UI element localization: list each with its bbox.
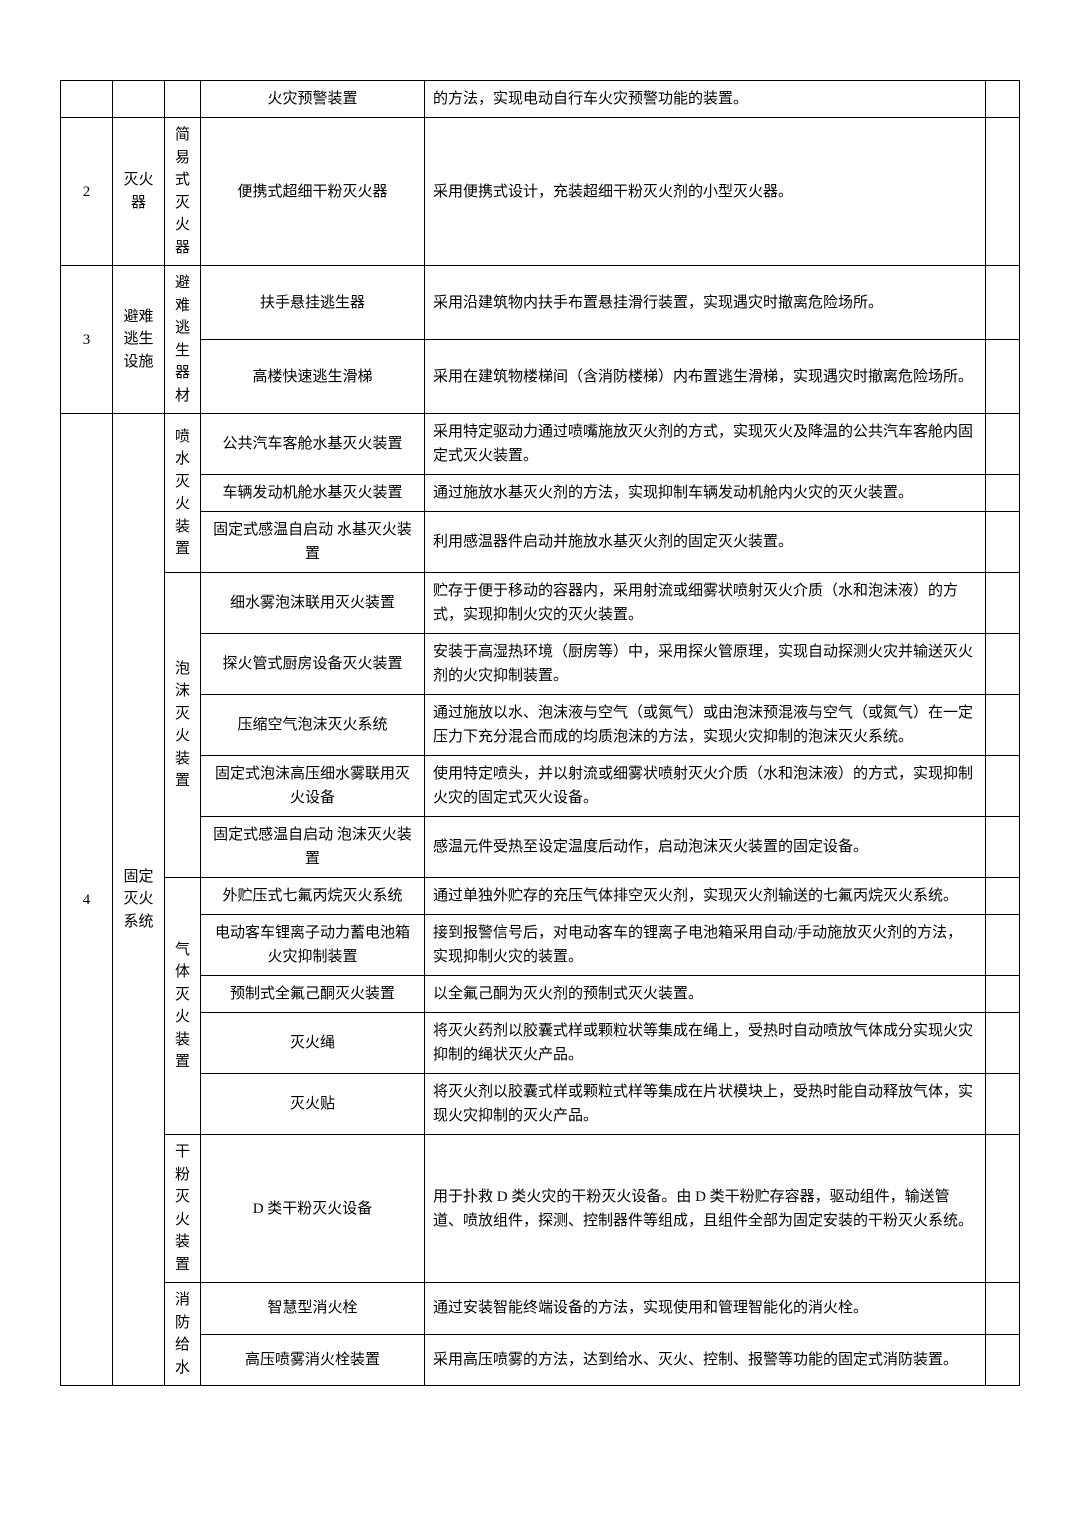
table-row: 2 灭火器 简易式灭火器 便携式超细干粉灭火器 采用便携式设计，充装超细干粉灭火… [61,118,1020,266]
cell-name: 电动客车锂离子动力蓄电池箱火灾抑制装置 [201,915,425,976]
cell-cat1 [113,81,165,118]
table-row: 干粉灭火装置 D 类干粉灭火设备 用于扑救 D 类火灾的干粉灭火设备。由 D 类… [61,1135,1020,1283]
table-row: 高楼快速逃生滑梯 采用在建筑物楼梯间（含消防楼梯）内布置逃生滑梯，实现遇灾时撤离… [61,340,1020,414]
cell-name: 探火管式厨房设备灭火装置 [201,634,425,695]
cell-cat2: 简易式灭火器 [165,118,201,266]
cell-cat2: 泡沫灭火装置 [165,573,201,878]
cell-name: 便携式超细干粉灭火器 [201,118,425,266]
cell-extra [986,1334,1020,1386]
cell-name: 车辆发动机舱水基灭火装置 [201,475,425,512]
cell-extra [986,915,1020,976]
cell-desc: 以全氟己酮为灭火剂的预制式灭火装置。 [425,976,986,1013]
cell-desc: 采用在建筑物楼梯间（含消防楼梯）内布置逃生滑梯，实现遇灾时撤离危险场所。 [425,340,986,414]
cell-name: 固定式感温自启动 水基灭火装置 [201,512,425,573]
cell-name: 高压喷雾消火栓装置 [201,1334,425,1386]
cell-extra [986,1283,1020,1335]
table-row: 4 固定灭火系统 喷水灭火装置 公共汽车客舱水基灭火装置 采用特定驱动力通过喷嘴… [61,414,1020,475]
cell-extra [986,1013,1020,1074]
cell-desc: 通过安装智能终端设备的方法，实现使用和管理智能化的消火栓。 [425,1283,986,1335]
cell-desc: 通过施放以水、泡沫液与空气（或氮气）或由泡沫预混液与空气（或氮气）在一定压力下充… [425,695,986,756]
table-row: 灭火贴 将灭火剂以胶囊式样或颗粒式样等集成在片状模块上，受热时能自动释放气体，实… [61,1074,1020,1135]
cell-name: 高楼快速逃生滑梯 [201,340,425,414]
cell-extra [986,81,1020,118]
cell-desc: 利用感温器件启动并施放水基灭火剂的固定灭火装置。 [425,512,986,573]
table-row: 预制式全氟己酮灭火装置 以全氟己酮为灭火剂的预制式灭火装置。 [61,976,1020,1013]
cell-name: 固定式泡沫高压细水雾联用灭火设备 [201,756,425,817]
cell-extra [986,695,1020,756]
cell-desc: 安装于高湿热环境（厨房等）中，采用探火管原理，实现自动探测火灾并输送灭火剂的火灾… [425,634,986,695]
cell-desc: 采用高压喷雾的方法，达到给水、灭火、控制、报警等功能的固定式消防装置。 [425,1334,986,1386]
table-row: 探火管式厨房设备灭火装置 安装于高湿热环境（厨房等）中，采用探火管原理，实现自动… [61,634,1020,695]
cell-name: 公共汽车客舱水基灭火装置 [201,414,425,475]
cell-cat2 [165,81,201,118]
cell-num: 3 [61,266,113,414]
table-row: 泡沫灭火装置 细水雾泡沫联用灭火装置 贮存于便于移动的容器内，采用射流或细雾状喷… [61,573,1020,634]
cell-cat2: 消防给水 [165,1283,201,1386]
cell-name: 固定式感温自启动 泡沫灭火装置 [201,817,425,878]
cell-extra [986,976,1020,1013]
table-row: 3 避难逃生设施 避难逃生器材 扶手悬挂逃生器 采用沿建筑物内扶手布置悬挂滑行装… [61,266,1020,340]
cell-cat2: 气体灭火装置 [165,878,201,1135]
table-row: 火灾预警装置 的方法，实现电动自行车火灾预警功能的装置。 [61,81,1020,118]
cell-cat2: 避难逃生器材 [165,266,201,414]
cell-cat2: 喷水灭火装置 [165,414,201,573]
cell-num: 2 [61,118,113,266]
cell-extra [986,817,1020,878]
cell-cat1: 灭火器 [113,118,165,266]
cell-desc: 采用沿建筑物内扶手布置悬挂滑行装置，实现遇灾时撤离危险场所。 [425,266,986,340]
cell-desc: 采用便携式设计，充装超细干粉灭火剂的小型灭火器。 [425,118,986,266]
cell-extra [986,1074,1020,1135]
cell-extra [986,512,1020,573]
cell-desc: 接到报警信号后，对电动客车的锂离子电池箱采用自动/手动施放灭火剂的方法，实现抑制… [425,915,986,976]
cell-desc: 感温元件受热至设定温度后动作，启动泡沫灭火装置的固定设备。 [425,817,986,878]
cell-extra [986,1135,1020,1283]
cell-desc: 通过单独外贮存的充压气体排空灭火剂，实现灭火剂输送的七氟丙烷灭火系统。 [425,878,986,915]
cell-extra [986,573,1020,634]
table-row: 固定式感温自启动 泡沫灭火装置 感温元件受热至设定温度后动作，启动泡沫灭火装置的… [61,817,1020,878]
cell-desc: 采用特定驱动力通过喷嘴施放灭火剂的方式，实现灭火及降温的公共汽车客舱内固定式灭火… [425,414,986,475]
cell-name: D 类干粉灭火设备 [201,1135,425,1283]
cell-extra [986,118,1020,266]
cell-name: 细水雾泡沫联用灭火装置 [201,573,425,634]
table-row: 固定式感温自启动 水基灭火装置 利用感温器件启动并施放水基灭火剂的固定灭火装置。 [61,512,1020,573]
table-row: 压缩空气泡沫灭火系统 通过施放以水、泡沫液与空气（或氮气）或由泡沫预混液与空气（… [61,695,1020,756]
table-row: 气体灭火装置 外贮压式七氟丙烷灭火系统 通过单独外贮存的充压气体排空灭火剂，实现… [61,878,1020,915]
cell-name: 外贮压式七氟丙烷灭火系统 [201,878,425,915]
cell-cat2: 干粉灭火装置 [165,1135,201,1283]
table-row: 车辆发动机舱水基灭火装置 通过施放水基灭火剂的方法，实现抑制车辆发动机舱内火灾的… [61,475,1020,512]
table-row: 固定式泡沫高压细水雾联用灭火设备 使用特定喷头，并以射流或细雾状喷射灭火介质（水… [61,756,1020,817]
fire-equipment-table: 火灾预警装置 的方法，实现电动自行车火灾预警功能的装置。 2 灭火器 简易式灭火… [60,80,1020,1386]
cell-name: 火灾预警装置 [201,81,425,118]
cell-name: 预制式全氟己酮灭火装置 [201,976,425,1013]
cell-desc: 用于扑救 D 类火灾的干粉灭火设备。由 D 类干粉贮存容器，驱动组件，输送管道、… [425,1135,986,1283]
cell-desc: 使用特定喷头，并以射流或细雾状喷射灭火介质（水和泡沫液）的方式，实现抑制火灾的固… [425,756,986,817]
table-row: 电动客车锂离子动力蓄电池箱火灾抑制装置 接到报警信号后，对电动客车的锂离子电池箱… [61,915,1020,976]
cell-cat1: 固定灭火系统 [113,414,165,1386]
cell-extra [986,878,1020,915]
cell-extra [986,266,1020,340]
cell-name: 智慧型消火栓 [201,1283,425,1335]
cell-desc: 将灭火剂以胶囊式样或颗粒式样等集成在片状模块上，受热时能自动释放气体，实现火灾抑… [425,1074,986,1135]
cell-name: 灭火贴 [201,1074,425,1135]
cell-desc: 贮存于便于移动的容器内，采用射流或细雾状喷射灭火介质（水和泡沫液）的方式，实现抑… [425,573,986,634]
cell-desc: 将灭火药剂以胶囊式样或颗粒状等集成在绳上，受热时自动喷放气体成分实现火灾抑制的绳… [425,1013,986,1074]
cell-extra [986,634,1020,695]
cell-extra [986,414,1020,475]
cell-extra [986,340,1020,414]
cell-name: 扶手悬挂逃生器 [201,266,425,340]
cell-num [61,81,113,118]
cell-name: 压缩空气泡沫灭火系统 [201,695,425,756]
cell-extra [986,475,1020,512]
cell-desc: 的方法，实现电动自行车火灾预警功能的装置。 [425,81,986,118]
cell-extra [986,756,1020,817]
cell-desc: 通过施放水基灭火剂的方法，实现抑制车辆发动机舱内火灾的灭火装置。 [425,475,986,512]
cell-name: 灭火绳 [201,1013,425,1074]
table-row: 高压喷雾消火栓装置 采用高压喷雾的方法，达到给水、灭火、控制、报警等功能的固定式… [61,1334,1020,1386]
cell-cat1: 避难逃生设施 [113,266,165,414]
table-row: 灭火绳 将灭火药剂以胶囊式样或颗粒状等集成在绳上，受热时自动喷放气体成分实现火灾… [61,1013,1020,1074]
cell-num: 4 [61,414,113,1386]
table-row: 消防给水 智慧型消火栓 通过安装智能终端设备的方法，实现使用和管理智能化的消火栓… [61,1283,1020,1335]
